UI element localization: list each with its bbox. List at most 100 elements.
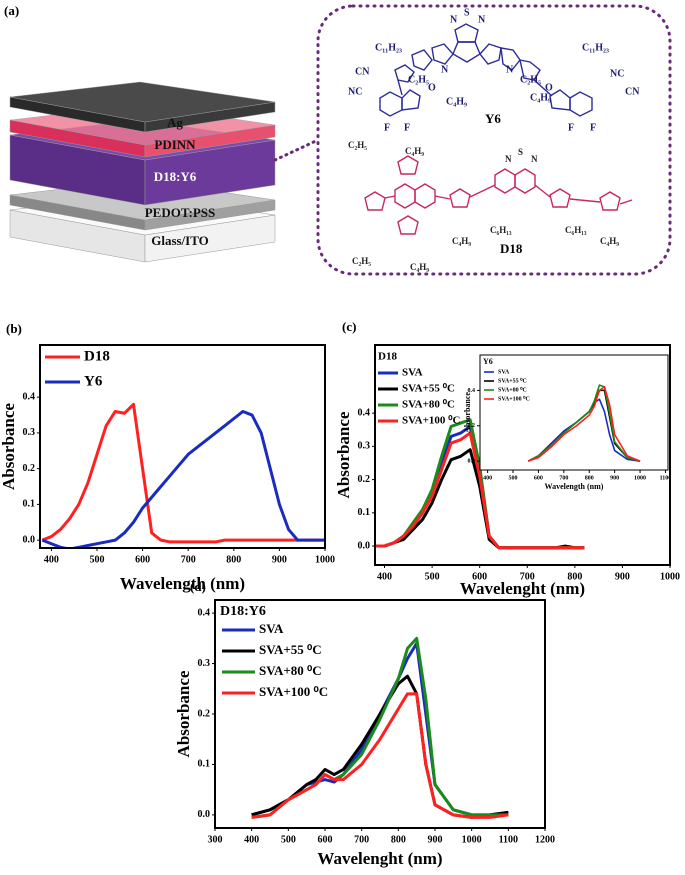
y-tick-label: 0.0 [198,809,211,820]
legend-label: SVA [498,369,510,375]
y-axis-label: Absorbance [463,392,472,433]
x-tick-label: 1000 [462,834,482,845]
x-tick-label: 400 [483,475,492,481]
group-label: C₆H₁₃ [565,225,587,235]
y-axis-label: Absorbance [174,670,193,757]
panel-label: (c) [342,319,356,334]
molecule-name: D18 [500,241,523,256]
group-label: C₄H₉ [452,236,471,246]
group-label: CN [625,86,640,97]
layer-label: D18:Y6 [154,169,197,184]
group-label: C₂H₅ [348,140,367,150]
x-axis-label: Wavelenght (nm) [460,579,585,598]
layer-label: Glass/ITO [151,233,209,248]
data-line [375,431,585,550]
atom-label: F [590,122,596,133]
layer-label: PEDOT:PSS [145,205,216,220]
molecule-name: Y6 [485,111,501,126]
x-tick-label: 500 [425,571,440,582]
x-tick-label: 1000 [634,475,646,481]
x-tick-label: 700 [354,834,369,845]
atom-label: N [450,14,458,25]
y-tick-label: 0.1 [23,499,36,510]
x-tick-label: 900 [428,834,443,845]
x-tick-label: 500 [281,834,296,845]
layer-label: Ag [167,115,183,130]
y-tick-label: 0.0 [23,534,36,545]
legend-label: SVA+80 ⁰C [402,399,455,411]
group-label: C₄H₉ [600,236,619,246]
y-tick-label: 0.3 [198,658,211,669]
molecule-box [316,4,672,276]
plot-frame [39,344,326,549]
legend-label: Y6 [84,373,103,389]
legend-label: SVA+100 ⁰C [402,415,461,427]
device-stack [9,81,276,263]
plot-area [480,355,668,470]
y-tick-label: 0.4 [198,607,211,618]
x-tick-label: 900 [615,571,630,582]
x-tick-label: 400 [44,554,59,565]
panel-label: (d) [190,579,206,594]
y-tick-label: 0.1 [198,759,211,770]
group-label: C₁₁H₂₃ [582,42,609,53]
data-line [41,402,325,544]
y-tick-label: 0.2 [468,423,476,429]
atom-label: F [384,122,390,133]
legend-label: SVA+80 ⁰C [498,386,527,393]
connector [273,138,320,162]
x-tick-label: 600 [135,554,150,565]
y-tick-label: 0.2 [23,463,36,474]
panel-label: (a) [4,3,19,18]
legend-label: SVA+55 ⁰C [259,642,322,657]
plot-frame [374,344,671,566]
x-tick-label: 500 [509,475,518,481]
atom-label: S [518,147,523,157]
x-tick-label: 500 [90,554,105,565]
atom-label: S [464,7,470,18]
group-label: CN [355,66,370,77]
x-tick-label: 600 [472,571,487,582]
group-label: C₄H₉ [446,96,467,107]
plot-area [40,345,325,548]
x-tick-label: 800 [226,554,241,565]
data-line [527,384,641,462]
group-label: C₂H₅ [408,74,429,85]
data-line [251,692,509,819]
data-line [41,409,325,548]
atom-label: N [506,64,514,75]
y-tick-label: 0.3 [358,441,371,452]
y-axis-label: Absorbance [0,403,18,490]
annotation: D18:Y6 [220,604,266,619]
legend-label: SVA+80 ⁰C [259,663,322,678]
d18-skeleton [364,155,633,235]
x-tick-label: 700 [559,475,568,481]
y-tick-label: 0.2 [198,708,211,719]
x-tick-label: 800 [567,571,582,582]
annotation: D18 [378,351,397,363]
x-axis-label: Wavelenght (nm) [317,849,442,868]
y-tick-label: 0.0 [468,459,476,465]
atom-label: N [441,64,449,75]
y-tick-label: 0.1 [358,507,371,518]
group-label: C₂H₅ [520,74,541,85]
atom-label: O [545,82,553,93]
y-tick-label: 0.4 [358,407,371,418]
y-tick-label: 0.0 [358,540,371,551]
x-tick-label: 600 [318,834,333,845]
y-tick-label: 0.4 [23,391,36,402]
y-axis-label: Absorbance [334,411,353,498]
atom-label: O [428,82,436,93]
group-label: C₄H₉ [410,262,429,272]
group-label: NC [348,86,362,97]
legend-label: SVA [402,367,423,379]
x-tick-label: 1200 [535,834,555,845]
plot-frame [479,354,669,471]
group-label: C₂H₅ [352,256,371,266]
layer-label: PDINN [154,137,196,152]
x-tick-label: 1100 [660,475,672,481]
x-tick-label: 1000 [315,554,335,565]
x-tick-label: 800 [391,834,406,845]
group-label: C₄H₉ [530,92,551,103]
